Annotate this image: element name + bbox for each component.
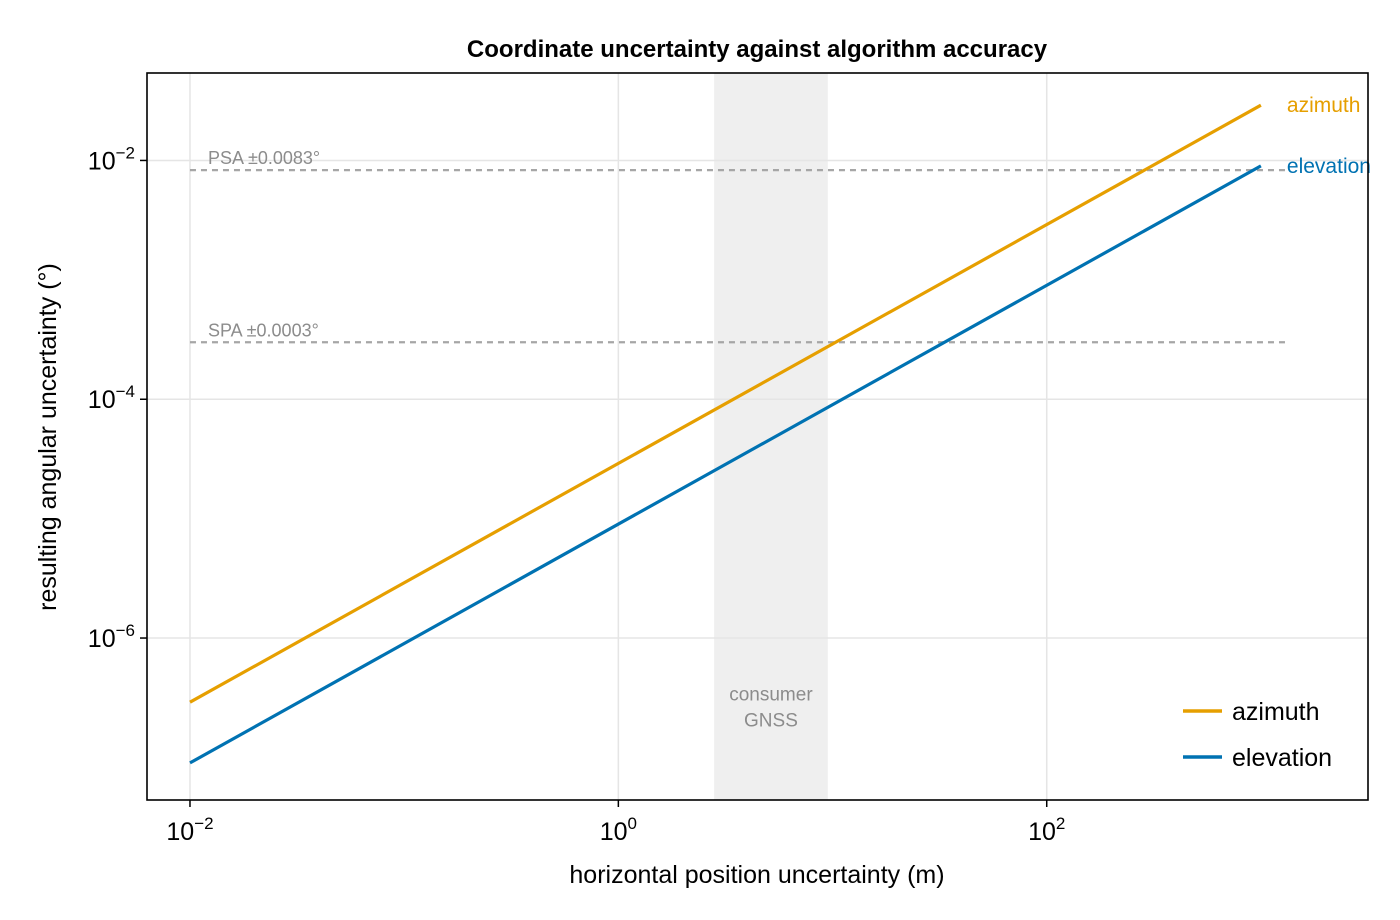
reference-label: SPA ±0.0003° xyxy=(208,320,319,340)
y-axis-label: resulting angular uncertainty (°) xyxy=(34,263,62,611)
reference-label: PSA ±0.0083° xyxy=(208,148,320,168)
x-tick-label: 102 xyxy=(1028,814,1065,846)
series-line-azimuth xyxy=(189,103,1262,704)
shaded-band xyxy=(714,73,828,800)
y-tick-label: 10−6 xyxy=(88,621,135,653)
plot-frame xyxy=(146,72,1369,801)
x-tick-label: 100 xyxy=(600,814,637,846)
series-end-label-azimuth: azimuth xyxy=(1287,94,1361,117)
band-label: consumer xyxy=(729,684,813,705)
plot-area: consumer GNSS PSA ±0.0083° SPA ±0.0003° azim… xyxy=(88,72,1371,846)
band-label: GNSS xyxy=(744,710,798,731)
series-line-elevation xyxy=(189,164,1262,765)
y-tick-label: 10−2 xyxy=(88,143,135,175)
series-end-label-elevation: elevation xyxy=(1287,155,1371,178)
y-tick-label: 10−4 xyxy=(88,382,135,414)
legend: azimuth elevation xyxy=(1183,698,1332,772)
legend-label-azimuth: azimuth xyxy=(1232,698,1320,726)
legend-label-elevation: elevation xyxy=(1232,744,1332,772)
x-tick-label: 10−2 xyxy=(166,814,213,846)
chart-title: Coordinate uncertainty against algorithm… xyxy=(467,36,1048,63)
x-axis-label: horizontal position uncertainty (m) xyxy=(569,861,944,889)
